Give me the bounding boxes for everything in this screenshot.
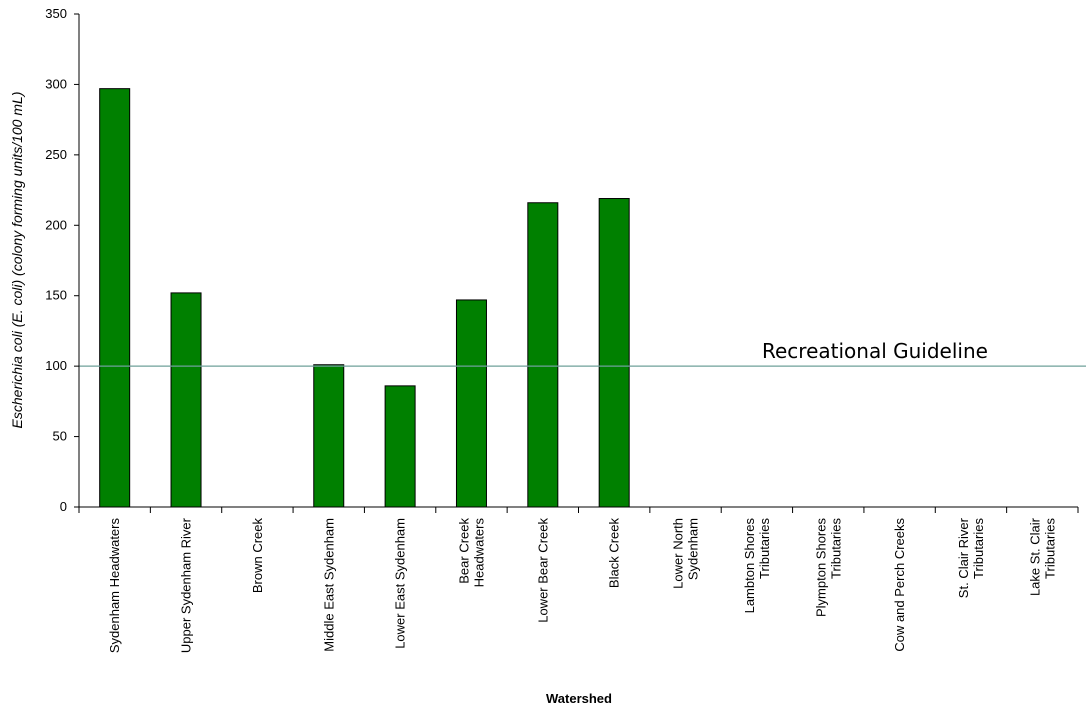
category-label: Cow and Perch Creeks [892,518,907,652]
bar [384,385,416,508]
y-tick-label: 350 [45,6,67,21]
x-axis-title: Watershed [546,691,612,706]
category-label: Sydenham Headwaters [107,518,122,654]
y-tick-label: 0 [60,499,67,514]
x-axis-ticks [78,507,1079,513]
category-label: Tributaries [971,518,986,579]
category-label: Bear Creek [456,518,471,584]
bars [99,88,630,508]
bar [170,292,202,508]
category-label: Tributaries [1042,518,1057,579]
y-tick-label: 150 [45,288,67,303]
y-tick-label: 200 [45,217,67,232]
bar [527,202,559,508]
y-axis-title: Escherichia coli (E. coli) (colony formi… [9,92,25,429]
reference-line-label: Recreational Guideline [762,339,988,363]
bar [99,88,131,508]
category-label: Tributaries [757,518,772,579]
category-label: Lambton Shores [742,518,757,614]
category-label: Black Creek [607,518,622,589]
bar [455,299,487,508]
category-label: Plympton Shores [813,518,828,617]
bar [313,364,345,508]
category-label: Headwaters [471,518,486,588]
category-label: Tributaries [828,518,843,579]
category-label: Lower Bear Creek [535,518,550,623]
category-label: Sydenham [686,518,701,580]
y-tick-label: 250 [45,147,67,162]
y-tick-label: 50 [53,429,67,444]
category-label: Middle East Sydenham [321,518,336,652]
category-label: Brown Creek [250,518,265,594]
y-tick-label: 300 [45,76,67,91]
category-label: Lower North [671,518,686,589]
category-label: Lake St. Clair [1027,517,1042,596]
category-label: Lower East Sydenham [393,518,408,649]
category-label: St. Clair River [956,517,971,598]
y-tick-label: 100 [45,358,67,373]
category-labels: Sydenham Headwaters Upper Sydenham River B… [107,517,1057,653]
category-label: Upper Sydenham River [179,517,194,653]
y-axis-ticks: 0 50 100 150 200 250 300 350 [45,6,79,514]
bar [598,198,630,508]
